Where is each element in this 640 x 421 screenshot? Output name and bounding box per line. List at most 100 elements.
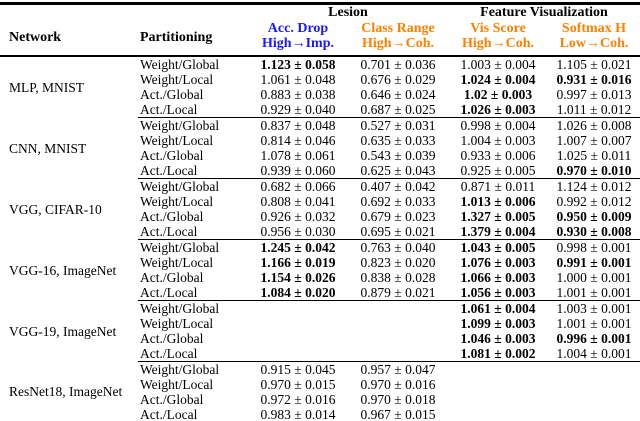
table-row: Weight/Local 1.166 ± 0.019 0.823 ± 0.020 1.… bbox=[0, 255, 640, 270]
value-cell-vis-score: 1.379 ± 0.004 bbox=[448, 224, 548, 240]
value-cell-softmax-h: 1.001 ± 0.001 bbox=[556, 316, 632, 331]
value-cell-softmax-h: 1.001 ± 0.001 bbox=[548, 285, 640, 301]
value-cell-vis-score: 1.024 ± 0.004 bbox=[460, 72, 536, 87]
value-cell-class-range bbox=[348, 331, 448, 346]
value-cell-acc-drop: 0.983 ± 0.014 bbox=[260, 407, 336, 421]
value-cell-softmax-h bbox=[548, 392, 640, 407]
value-cell-vis-score: 1.066 ± 0.003 bbox=[460, 270, 536, 285]
value-cell-class-range: 0.879 ± 0.021 bbox=[348, 285, 448, 301]
value-cell-softmax-h: 1.105 ± 0.021 bbox=[556, 57, 632, 72]
value-cell-acc-drop: 0.970 ± 0.015 bbox=[260, 377, 336, 392]
value-cell-vis-score: 0.998 ± 0.004 bbox=[460, 118, 536, 133]
value-cell-vis-score: 0.925 ± 0.005 bbox=[448, 163, 548, 179]
value-cell-softmax-h bbox=[548, 362, 640, 378]
table-header: Lesion Feature Visualization Network Par… bbox=[0, 4, 640, 56]
table-row: VGG-16, ImageNet Weight/Global 1.245 ± 0.0… bbox=[0, 240, 640, 277]
value-cell-acc-drop: 0.926 ± 0.032 bbox=[260, 209, 336, 224]
value-cell-acc-drop: 0.682 ± 0.066 bbox=[260, 179, 336, 194]
value-cell-softmax-h: 0.996 ± 0.001 bbox=[556, 331, 632, 346]
value-cell-class-range: 0.543 ± 0.039 bbox=[360, 148, 436, 163]
column-header-softmax-h: Softmax H bbox=[561, 21, 627, 36]
column-title-row: Network Partitioning Acc. Drop Class Ran… bbox=[0, 21, 640, 45]
value-cell-vis-score: 0.871 ± 0.011 bbox=[460, 179, 536, 194]
group-header-row: Lesion Feature Visualization bbox=[0, 4, 640, 22]
value-cell-acc-drop bbox=[248, 346, 348, 362]
table-row: VGG-19, ImageNet Weight/Global 1.061 ± 0.0… bbox=[0, 301, 640, 338]
table-body: MLP, MNIST Weight/Global 1.123 ± 0.058 0.70… bbox=[0, 56, 640, 421]
partitioning-cell: Weight/Local bbox=[140, 72, 214, 87]
value-cell-vis-score: 1.004 ± 0.003 bbox=[460, 133, 536, 148]
value-cell-class-range: 0.967 ± 0.015 bbox=[360, 407, 436, 421]
value-cell-acc-drop: 0.915 ± 0.045 bbox=[260, 362, 336, 377]
value-cell-class-range: 0.407 ± 0.042 bbox=[360, 179, 436, 194]
partitioning-cell: Act./Global bbox=[140, 148, 204, 163]
value-cell-class-range: 0.625 ± 0.043 bbox=[348, 163, 448, 179]
value-cell-softmax-h: 0.998 ± 0.001 bbox=[556, 240, 632, 255]
partitioning-cell: Act./Global bbox=[140, 331, 204, 346]
table-row: Act./Local 0.929 ± 0.040 0.687 ± 0.025 1.02… bbox=[0, 102, 640, 118]
value-cell-acc-drop: 0.883 ± 0.038 bbox=[260, 87, 336, 102]
value-cell-acc-drop: 1.123 ± 0.058 bbox=[260, 57, 336, 72]
partitioning-cell: Weight/Local bbox=[140, 377, 214, 392]
table-row: Act./Global 0.883 ± 0.038 0.646 ± 0.024 1.0… bbox=[0, 87, 640, 102]
value-cell-acc-drop: 1.166 ± 0.019 bbox=[260, 255, 336, 270]
value-cell-vis-score bbox=[448, 377, 548, 392]
column-group-feature-visualization: Feature Visualization bbox=[480, 5, 608, 20]
table-row: ResNet18, ImageNet Weight/Global 0.915 ± 0… bbox=[0, 362, 640, 399]
table-row: CNN, MNIST Weight/Global 0.837 ± 0.048 0.52… bbox=[0, 118, 640, 155]
value-cell-acc-drop: 0.956 ± 0.030 bbox=[248, 224, 348, 240]
network-cell: ResNet18, ImageNet bbox=[9, 384, 123, 400]
partitioning-cell: Weight/Global bbox=[140, 362, 220, 377]
partitioning-cell: Weight/Global bbox=[140, 301, 220, 316]
value-cell-class-range: 0.970 ± 0.018 bbox=[360, 392, 436, 407]
partitioning-cell: Weight/Local bbox=[140, 133, 214, 148]
value-cell-vis-score: 1.327 ± 0.005 bbox=[460, 209, 536, 224]
value-cell-vis-score: 1.099 ± 0.003 bbox=[460, 316, 536, 331]
value-cell-class-range: 0.527 ± 0.031 bbox=[360, 118, 436, 133]
value-cell-softmax-h bbox=[548, 407, 640, 421]
partitioning-cell: Weight/Global bbox=[140, 57, 220, 72]
value-cell-vis-score: 1.061 ± 0.004 bbox=[460, 301, 536, 316]
value-cell-acc-drop: 1.154 ± 0.026 bbox=[260, 270, 336, 285]
partitioning-cell: Act./Local bbox=[138, 163, 248, 179]
partitioning-cell: Weight/Local bbox=[140, 255, 214, 270]
value-cell-softmax-h: 1.026 ± 0.008 bbox=[556, 118, 632, 133]
network-cell: MLP, MNIST bbox=[9, 79, 85, 95]
value-cell-acc-drop: 0.814 ± 0.046 bbox=[260, 133, 336, 148]
value-cell-softmax-h: 1.003 ± 0.001 bbox=[556, 301, 632, 316]
partitioning-cell: Act./Global bbox=[140, 270, 204, 285]
value-cell-softmax-h: 0.992 ± 0.012 bbox=[556, 194, 632, 209]
partitioning-cell: Act./Local bbox=[138, 346, 248, 362]
value-cell-acc-drop: 1.078 ± 0.061 bbox=[260, 148, 336, 163]
value-cell-class-range: 0.957 ± 0.047 bbox=[360, 362, 436, 377]
value-cell-vis-score: 1.046 ± 0.003 bbox=[460, 331, 536, 346]
column-subtitle-row: High→Imp. High→Coh. High→Coh. Low→Coh. bbox=[0, 36, 640, 56]
partitioning-cell: Act./Local bbox=[138, 224, 248, 240]
network-cell: CNN, MNIST bbox=[9, 140, 87, 156]
value-cell-vis-score: 1.013 ± 0.006 bbox=[460, 194, 536, 209]
value-cell-class-range: 0.635 ± 0.033 bbox=[360, 133, 436, 148]
value-cell-softmax-h: 0.970 ± 0.010 bbox=[548, 163, 640, 179]
header-spacer bbox=[0, 4, 248, 22]
network-cell: VGG-19, ImageNet bbox=[9, 323, 117, 339]
table-row: Act./Global 0.926 ± 0.032 0.679 ± 0.023 1.3… bbox=[0, 209, 640, 224]
column-header-vis-score: Vis Score bbox=[470, 21, 526, 36]
network-cell: VGG, CIFAR-10 bbox=[9, 201, 102, 217]
column-group-lesion: Lesion bbox=[328, 5, 368, 20]
partitioning-cell: Act./Local bbox=[138, 102, 248, 118]
column-subtitle-class-range: High→Coh. bbox=[362, 36, 434, 51]
value-cell-class-range: 0.692 ± 0.033 bbox=[360, 194, 436, 209]
table-row: Act./Global 1.078 ± 0.061 0.543 ± 0.039 0.9… bbox=[0, 148, 640, 163]
value-cell-softmax-h: 0.930 ± 0.008 bbox=[548, 224, 640, 240]
table-row: Weight/Local 0.970 ± 0.015 0.970 ± 0.016 bbox=[0, 377, 640, 392]
table-row: Act./Global 1.154 ± 0.026 0.838 ± 0.028 1.0… bbox=[0, 270, 640, 285]
value-cell-class-range: 0.679 ± 0.023 bbox=[360, 209, 436, 224]
value-cell-class-range: 0.695 ± 0.021 bbox=[348, 224, 448, 240]
value-cell-vis-score: 1.076 ± 0.003 bbox=[460, 255, 536, 270]
table-row: Act./Local 1.081 ± 0.002 1.004 ± 0.001 bbox=[0, 346, 640, 362]
partitioning-cell: Weight/Global bbox=[140, 179, 220, 194]
value-cell-vis-score bbox=[448, 407, 548, 421]
value-cell-vis-score: 1.056 ± 0.003 bbox=[448, 285, 548, 301]
column-subtitle-softmax-h: Low→Coh. bbox=[559, 36, 629, 51]
table-row: VGG, CIFAR-10 Weight/Global 0.682 ± 0.066 0… bbox=[0, 179, 640, 216]
